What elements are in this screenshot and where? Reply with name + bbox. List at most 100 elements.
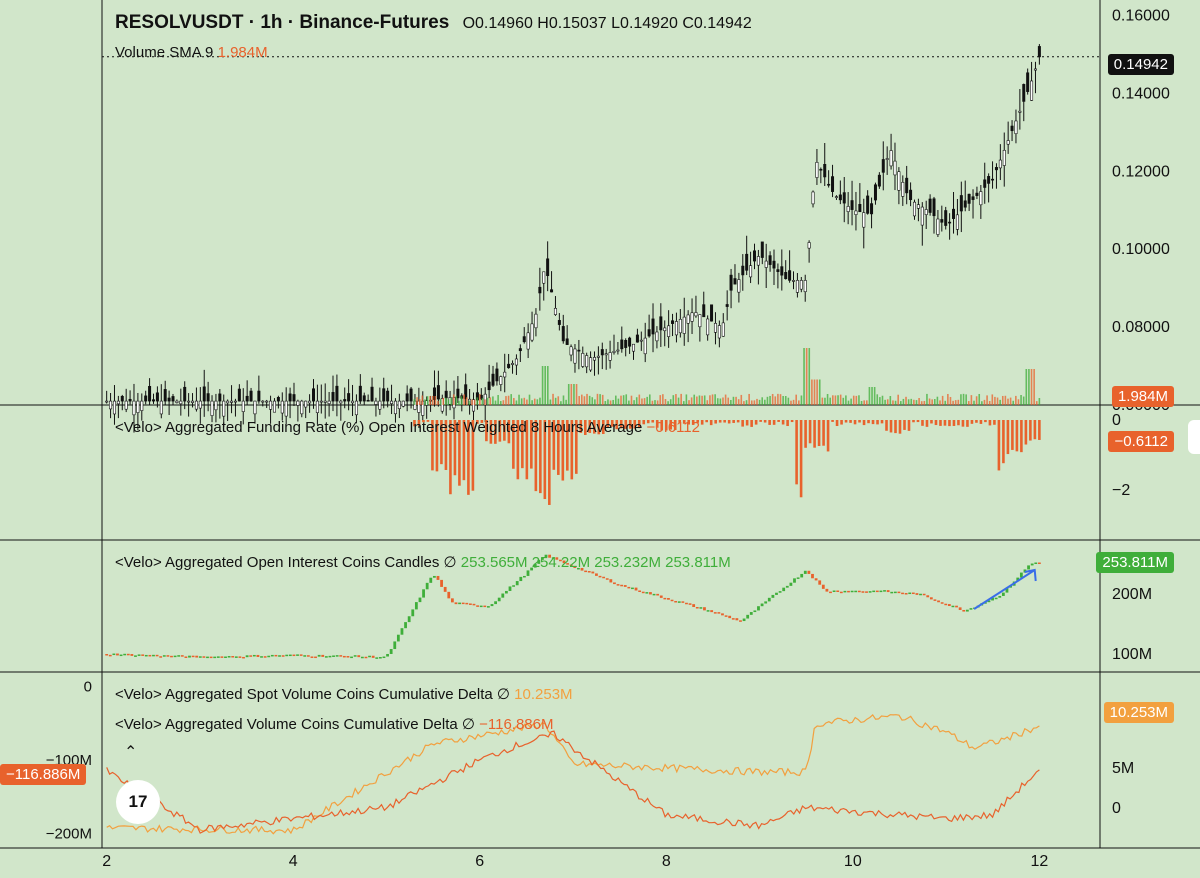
price-candle-body	[741, 265, 745, 276]
volume-bar	[784, 396, 787, 405]
price-tick-label: 0.12000	[1112, 163, 1170, 180]
funding-bar	[777, 420, 780, 422]
spot-delta-legend[interactable]: <Velo> Aggregated Spot Volume Coins Cumu…	[115, 685, 573, 703]
oi-candle	[526, 570, 530, 576]
oi-candle	[364, 656, 368, 659]
cum-delta-legend[interactable]: <Velo> Aggregated Volume Coins Cumulativ…	[115, 715, 554, 733]
oi-candle	[486, 606, 490, 608]
volume-bar	[656, 400, 659, 405]
price-candle-body	[304, 400, 308, 408]
volume-bar	[450, 397, 452, 405]
volume-bar	[999, 399, 1001, 405]
funding-bar	[422, 420, 425, 423]
price-candle-body	[351, 400, 355, 404]
oi-candle	[922, 593, 926, 596]
price-candle-body	[635, 334, 639, 343]
oi-candle	[224, 656, 227, 659]
funding-bar	[588, 420, 592, 433]
volume-bar	[847, 400, 850, 405]
funding-bar	[813, 420, 816, 448]
oi-candle	[803, 570, 807, 574]
oi-candle	[875, 590, 879, 593]
volume-bar	[981, 401, 983, 405]
volume-bar	[609, 400, 612, 405]
volume-bar	[677, 397, 680, 405]
price-candle-body	[827, 183, 831, 186]
oi-candle	[926, 595, 930, 598]
oi-candle	[368, 655, 371, 658]
side-panel-handle[interactable]	[1188, 420, 1200, 454]
volume-bar	[586, 393, 588, 405]
oi-candle	[749, 612, 753, 615]
oi-candle	[991, 597, 994, 601]
price-tag: 0.14942	[1107, 54, 1174, 75]
volume-bar	[740, 394, 743, 405]
volume-bar	[926, 393, 928, 405]
oi-candle	[728, 615, 732, 619]
oi-candle	[504, 590, 508, 594]
volume-bar	[492, 396, 494, 405]
oi-candle	[465, 602, 469, 605]
volume-bar	[894, 400, 897, 405]
oi-candle	[346, 656, 350, 658]
funding-legend[interactable]: <Velo> Aggregated Funding Rate (%) Open …	[115, 419, 700, 436]
oi-candle	[270, 654, 274, 657]
volume-legend[interactable]: Volume SMA 9 1.984M	[115, 44, 268, 61]
volume-bar	[648, 394, 651, 405]
funding-bar	[853, 420, 857, 425]
price-candle-body	[308, 400, 312, 404]
oi-candle	[609, 579, 613, 583]
price-candle-body	[788, 270, 792, 281]
oi-candle	[843, 590, 847, 593]
volume-bar	[923, 400, 926, 405]
oi-candle	[1019, 572, 1023, 578]
oi-candle	[170, 655, 173, 658]
funding-bar	[444, 420, 448, 470]
volume-bar	[771, 393, 774, 405]
oi-candle	[306, 655, 310, 657]
funding-bar	[624, 420, 628, 429]
price-candle-body	[834, 196, 838, 198]
oi-candle	[811, 573, 814, 579]
volume-bar	[795, 394, 798, 405]
price-candle-body	[620, 339, 624, 350]
volume-bar	[991, 394, 994, 405]
volume-bar	[988, 401, 991, 405]
price-candle-body	[725, 304, 729, 307]
price-candle-body	[713, 323, 717, 333]
price-candle-body	[1030, 80, 1034, 101]
price-candle-body	[109, 400, 113, 410]
price-candle-body	[401, 400, 405, 407]
price-candle-body	[491, 373, 495, 386]
price-candle-body	[955, 214, 959, 230]
collapse-caret-icon[interactable]: ⌃	[124, 744, 138, 761]
price-candle-body	[366, 399, 370, 402]
oi-candle	[296, 654, 299, 656]
oi-candle	[523, 575, 526, 578]
volume-bar	[798, 400, 800, 405]
price-candle-body	[327, 400, 331, 404]
oi-candle	[623, 585, 627, 587]
oi-candle	[382, 656, 386, 659]
volume-bar	[703, 395, 706, 405]
volume-bar	[1015, 395, 1017, 405]
tradingview-logo[interactable]: 17	[116, 780, 160, 824]
price-candle-body	[733, 278, 737, 285]
oi-candle	[209, 656, 213, 659]
volume-bar	[845, 395, 847, 405]
volume-bar	[939, 400, 941, 405]
oi-legend[interactable]: <Velo> Aggregated Open Interest Coins Ca…	[115, 553, 731, 571]
oi-candle	[947, 604, 951, 607]
volume-bar	[986, 395, 988, 405]
oi-candle	[515, 581, 519, 586]
price-candle-body	[924, 209, 928, 216]
price-candle-body	[331, 392, 335, 402]
funding-bar	[485, 420, 488, 442]
oi-candle	[656, 593, 660, 596]
oi-candle	[969, 608, 973, 610]
funding-bar	[903, 420, 906, 430]
funding-bar	[988, 420, 992, 426]
volume-bar	[889, 396, 892, 405]
oi-candle	[965, 609, 969, 612]
oi-high: 254.22M	[531, 554, 591, 571]
